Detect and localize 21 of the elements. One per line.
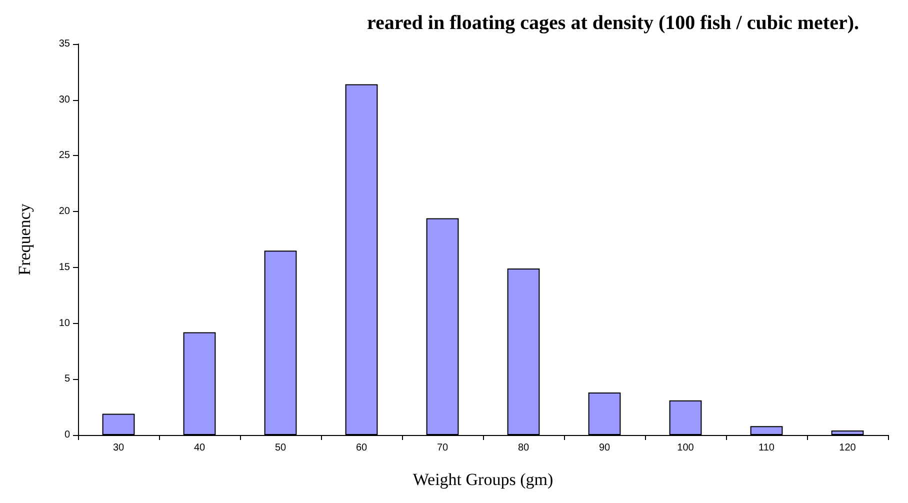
- y-tick-label: 20: [58, 206, 70, 218]
- x-axis-title: Weight Groups (gm): [412, 470, 554, 489]
- y-tick-label: 0: [64, 430, 70, 440]
- x-tick-label: 70: [436, 442, 448, 454]
- x-tick-label: 60: [356, 442, 368, 454]
- x-tick-label: 50: [274, 442, 286, 454]
- x-tick-label: 100: [677, 442, 694, 454]
- y-tick-label: 15: [58, 262, 70, 273]
- x-tick-label: 110: [758, 442, 775, 454]
- x-tick-label: 90: [598, 442, 610, 454]
- x-tick-label: 40: [194, 442, 206, 454]
- y-tick-label: 30: [58, 94, 70, 106]
- chart-title: reared in floating cages at density (100 fish / cubic meter).: [367, 12, 859, 34]
- y-tick-label: 10: [58, 318, 70, 329]
- x-tick-label: 120: [839, 442, 856, 454]
- y-tick-label: 35: [58, 38, 70, 50]
- x-tick-label: 30: [112, 442, 124, 454]
- y-axis-title: Frequency: [15, 203, 34, 276]
- x-tick-label: 80: [518, 442, 530, 454]
- y-tick-label: 5: [64, 374, 70, 385]
- y-tick-label: 25: [58, 150, 70, 162]
